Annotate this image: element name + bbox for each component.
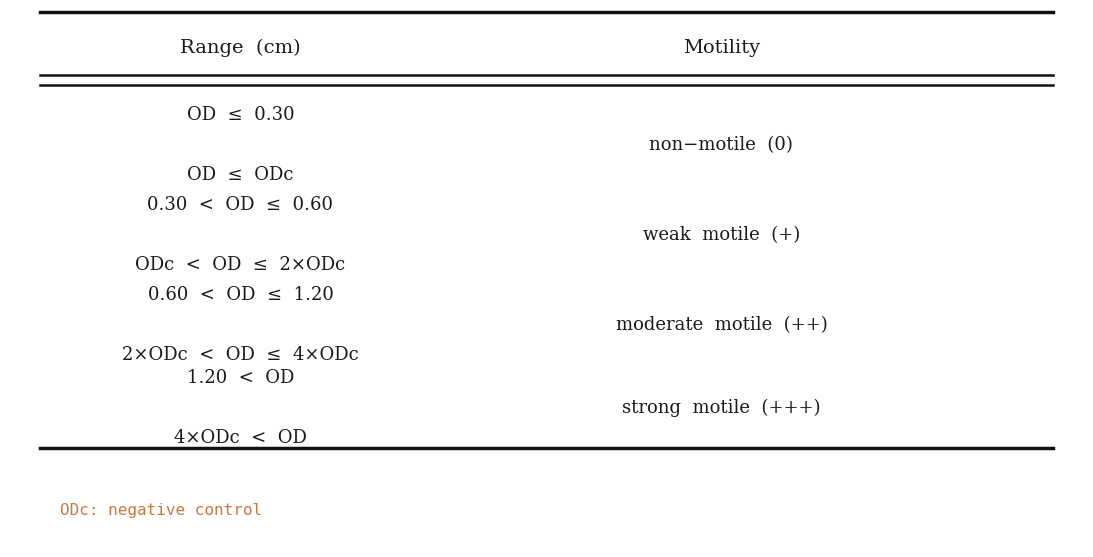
Text: non−motile  (0): non−motile (0): [649, 136, 794, 154]
Text: Range  (cm): Range (cm): [180, 39, 301, 57]
Text: 1.20  <  OD: 1.20 < OD: [187, 369, 294, 387]
Text: ODc  <  OD  ≤  2×ODc: ODc < OD ≤ 2×ODc: [136, 256, 345, 274]
Text: weak  motile  (+): weak motile (+): [643, 226, 800, 244]
Text: Motility: Motility: [683, 39, 760, 57]
Text: OD  ≤  ODc: OD ≤ ODc: [187, 166, 294, 184]
Text: moderate  motile  (++): moderate motile (++): [615, 316, 827, 334]
Text: 0.60  <  OD  ≤  1.20: 0.60 < OD ≤ 1.20: [148, 286, 333, 304]
Text: OD  ≤  0.30: OD ≤ 0.30: [187, 106, 294, 124]
Text: ODc: negative control: ODc: negative control: [60, 502, 262, 517]
Text: 2×ODc  <  OD  ≤  4×ODc: 2×ODc < OD ≤ 4×ODc: [122, 346, 359, 364]
Text: 0.30  <  OD  ≤  0.60: 0.30 < OD ≤ 0.60: [148, 196, 333, 214]
Text: strong  motile  (+++): strong motile (+++): [622, 399, 821, 417]
Text: 4×ODc  <  OD: 4×ODc < OD: [174, 429, 307, 447]
